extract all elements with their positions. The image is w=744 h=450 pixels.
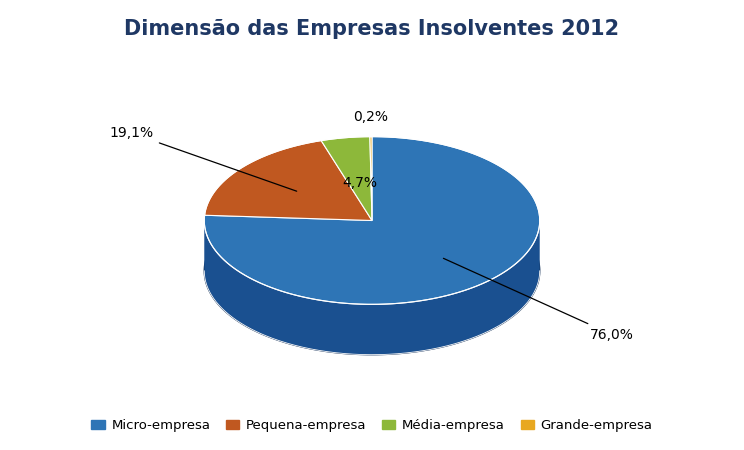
Text: 0,2%: 0,2% — [353, 110, 388, 124]
Polygon shape — [205, 137, 539, 304]
Polygon shape — [205, 220, 539, 355]
Polygon shape — [205, 187, 539, 355]
Legend: Micro-empresa, Pequena-empresa, Média-empresa, Grande-empresa: Micro-empresa, Pequena-empresa, Média-em… — [86, 414, 658, 437]
Polygon shape — [321, 137, 372, 220]
Polygon shape — [205, 140, 372, 220]
Text: 76,0%: 76,0% — [443, 258, 634, 342]
Text: Dimensão das Empresas Insolventes 2012: Dimensão das Empresas Insolventes 2012 — [124, 19, 620, 39]
Text: 4,7%: 4,7% — [342, 176, 377, 190]
Text: 19,1%: 19,1% — [110, 126, 297, 191]
Polygon shape — [370, 137, 372, 220]
